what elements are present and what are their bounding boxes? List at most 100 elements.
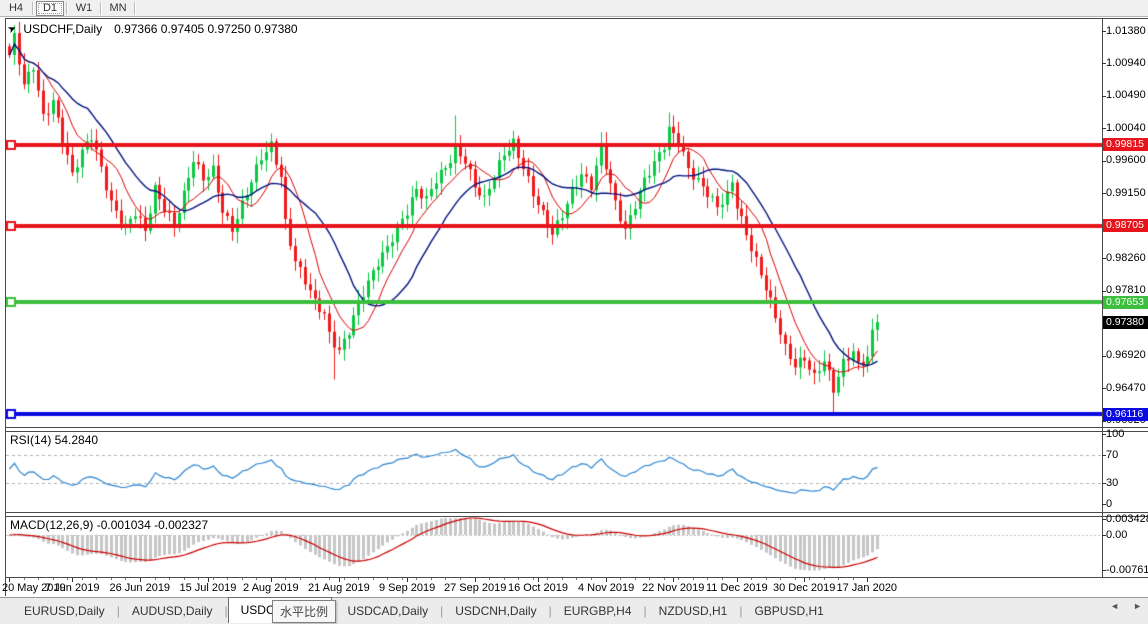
time-minor-tick: [431, 578, 432, 580]
chart-title-row: ➤ USDCHF,Daily 0.97366 0.97405 0.97250 0…: [6, 22, 298, 36]
rsi-axis-tick: [1102, 455, 1106, 456]
time-minor-tick: [184, 578, 185, 580]
chart-symbol-title: USDCHF,Daily: [23, 22, 103, 36]
tooltip-text: 水平比例: [279, 605, 328, 619]
time-axis-label: 17 Jan 2020: [836, 582, 898, 594]
time-minor-tick: [795, 578, 796, 580]
time-minor-tick: [169, 578, 170, 580]
macd-axis-label: 0.003428: [1106, 513, 1148, 525]
pane-splitter[interactable]: [5, 431, 1148, 432]
time-minor-tick: [67, 578, 68, 580]
time-minor-tick: [707, 578, 708, 580]
time-minor-tick: [24, 578, 25, 580]
tab-scroll-right-button[interactable]: ►: [1133, 601, 1142, 611]
time-minor-tick: [722, 578, 723, 580]
timeframe-button-w1[interactable]: W1: [75, 1, 93, 14]
time-minor-tick: [766, 578, 767, 580]
time-minor-tick: [242, 578, 243, 580]
time-minor-tick: [664, 578, 665, 580]
macd-axis-tick: [1102, 570, 1106, 571]
tab-eurusd[interactable]: EURUSD,Daily: [24, 604, 105, 618]
time-minor-tick: [780, 578, 781, 580]
rsi-axis-tick: [1102, 483, 1106, 484]
pane-splitter[interactable]: [5, 512, 1148, 513]
timeframe-button-d1[interactable]: D1: [36, 0, 64, 16]
price-axis-label: 0.99150: [1106, 187, 1146, 199]
time-minor-tick: [227, 578, 228, 580]
rsi-indicator-chart[interactable]: [6, 431, 1102, 512]
tab-gbpusd[interactable]: GBPUSD,H1: [754, 604, 824, 618]
time-minor-tick: [38, 578, 39, 580]
pane-splitter[interactable]: [5, 427, 1148, 428]
time-minor-tick: [853, 578, 854, 580]
rsi-label: RSI(14) 54.2840: [10, 433, 99, 447]
tab-separator: |: [224, 604, 228, 618]
time-minor-tick: [635, 578, 636, 580]
macd-axis-label: -0.007615: [1106, 564, 1148, 576]
time-minor-tick: [751, 578, 752, 580]
time-minor-tick: [576, 578, 577, 580]
tab-separator: |: [739, 604, 743, 618]
tab-nzdusd[interactable]: NZDUSD,H1: [658, 604, 728, 618]
tab-audusd[interactable]: AUDUSD,Daily: [131, 604, 213, 618]
time-minor-tick: [591, 578, 592, 580]
tab-usdcnh[interactable]: USDCNH,Daily: [455, 604, 537, 618]
time-major-tick: [72, 578, 73, 582]
pane-splitter[interactable]: [5, 516, 1148, 517]
time-minor-tick: [213, 578, 214, 580]
toolbar-separator: [32, 1, 34, 15]
time-major-tick: [9, 578, 10, 582]
price-axis-label: 0.97810: [1106, 284, 1146, 296]
tab-scroll-left-button[interactable]: ◄: [1110, 601, 1120, 611]
time-minor-tick: [460, 578, 461, 580]
timeframe-button-h4[interactable]: H4: [8, 1, 24, 14]
time-major-tick: [208, 578, 209, 582]
price-axis-tick: [1102, 63, 1106, 64]
time-minor-tick: [533, 578, 534, 580]
time-major-tick: [673, 578, 674, 582]
price-axis-tick: [1102, 388, 1106, 389]
time-minor-tick: [358, 578, 359, 580]
price-axis-tick: [1102, 96, 1106, 97]
time-minor-tick: [300, 578, 301, 580]
tab-eurgbp[interactable]: EURGBP,H4: [563, 604, 632, 618]
price-axis-tick: [1102, 356, 1106, 357]
time-minor-tick: [96, 578, 97, 580]
macd-axis-label: 0.00: [1106, 529, 1128, 541]
price-axis-separator: [1102, 18, 1103, 577]
time-major-tick: [804, 578, 805, 582]
price-axis-label: 1.00040: [1106, 122, 1146, 134]
time-axis-label: 26 Jun 2019: [109, 582, 171, 594]
rsi-axis-tick: [1102, 504, 1106, 505]
main-price-chart[interactable]: [6, 19, 1102, 427]
timeframe-button-mn[interactable]: MN: [109, 1, 127, 14]
time-major-tick: [140, 578, 141, 582]
price-axis-tick: [1102, 161, 1106, 162]
price-axis-label: 0.96920: [1106, 349, 1146, 361]
time-major-tick: [407, 578, 408, 582]
cursor-arrow-icon: ➤: [6, 22, 19, 36]
time-axis-label: 22 Nov 2019: [642, 582, 705, 594]
price-axis-tick: [1102, 193, 1106, 194]
time-minor-tick: [344, 578, 345, 580]
price-level-tag: 0.97653: [1103, 296, 1148, 309]
time-axis-label: 4 Nov 2019: [578, 582, 635, 594]
price-level-tag: 0.99815: [1103, 138, 1148, 151]
time-minor-tick: [155, 578, 156, 580]
macd-axis-tick: [1102, 519, 1106, 520]
time-minor-tick: [518, 578, 519, 580]
rsi-axis-label: 70: [1106, 449, 1119, 461]
time-minor-tick: [402, 578, 403, 580]
time-minor-tick: [82, 578, 83, 580]
rsi-axis-tick: [1102, 434, 1106, 435]
time-axis-label: 27 Sep 2019: [444, 582, 507, 594]
tab-separator: |: [440, 604, 444, 618]
time-minor-tick: [111, 578, 112, 580]
toolbar-separator: [66, 1, 68, 15]
macd-indicator-chart[interactable]: [6, 517, 1102, 577]
price-axis-label: 0.98260: [1106, 252, 1146, 264]
tab-usdcad[interactable]: USDCAD,Daily: [347, 604, 429, 618]
time-minor-tick: [198, 578, 199, 580]
time-axis-label: 9 Sep 2019: [379, 582, 436, 594]
